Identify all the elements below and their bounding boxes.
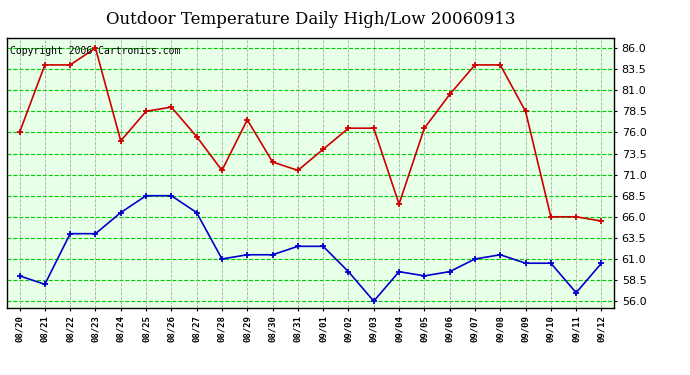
Text: Copyright 2006 Cartronics.com: Copyright 2006 Cartronics.com <box>10 46 180 56</box>
Text: Outdoor Temperature Daily High/Low 20060913: Outdoor Temperature Daily High/Low 20060… <box>106 11 515 28</box>
